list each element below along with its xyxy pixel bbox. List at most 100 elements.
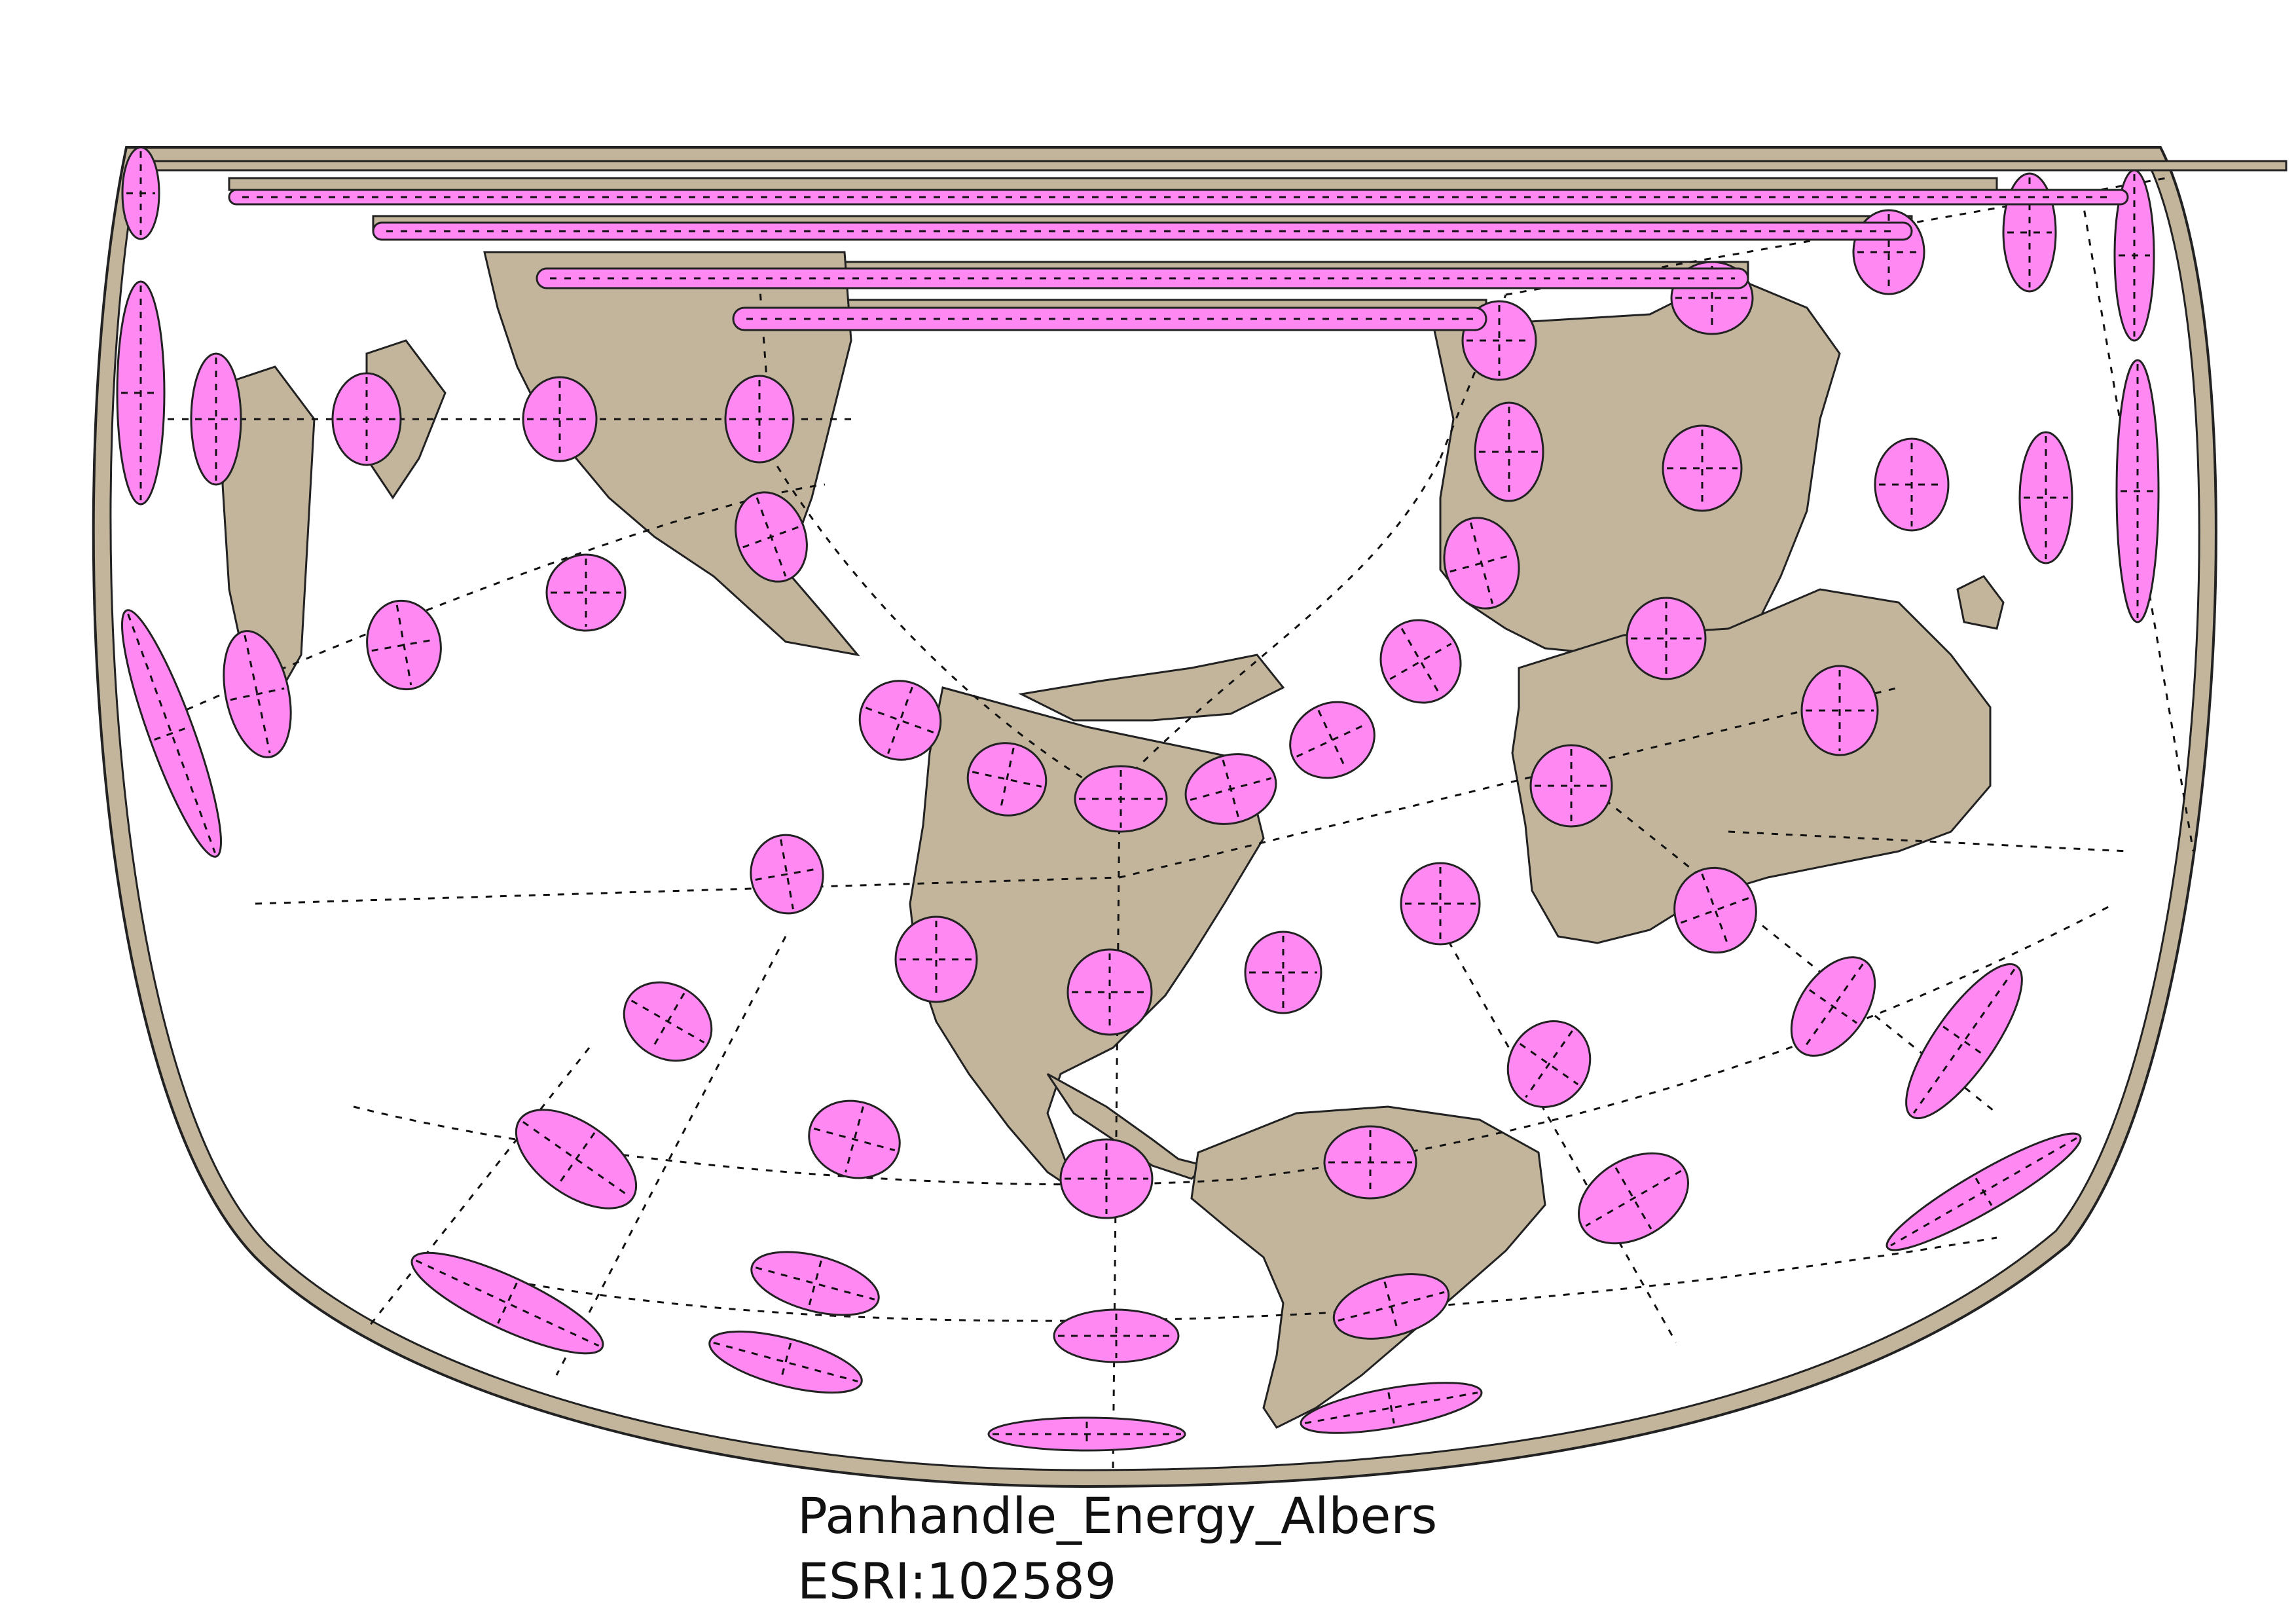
- tissot-ellipse: [1059, 1138, 1154, 1219]
- tissot-ellipse: [1905, 963, 2023, 1120]
- polar-band: [228, 177, 1998, 191]
- ellipse-shape: [1400, 862, 1481, 946]
- ellipse-axis: [999, 747, 1015, 811]
- south-america: [1190, 1105, 1546, 1429]
- madagascar: [1956, 575, 2005, 630]
- ellipse-axis: [1890, 1137, 2077, 1247]
- ellipse-axis: [1317, 710, 1347, 770]
- tissot-ellipse: [2115, 359, 2160, 623]
- ellipse-axis: [650, 992, 685, 1051]
- tissot-ellipse: [1443, 517, 1520, 610]
- tissot-ellipse: [750, 1251, 880, 1316]
- graticule-line: [1426, 903, 1677, 1343]
- tissot-ellipse: [190, 352, 242, 486]
- tissot-ellipse: [1874, 437, 1950, 532]
- ellipse-axis: [127, 614, 216, 853]
- ellipse-shape: [1673, 866, 1757, 954]
- tissot-ellipse: [1074, 765, 1168, 833]
- tissot-ellipse: [522, 376, 598, 462]
- ellipse-axis: [230, 687, 285, 701]
- ellipse-shape: [1662, 424, 1743, 512]
- tissot-ellipse: [1066, 948, 1153, 1036]
- tissot-ellipse: [1886, 1132, 2082, 1251]
- tissot-ellipse: [515, 1109, 638, 1209]
- ellipse-shape: [1066, 948, 1153, 1036]
- tissot-ellipse: [121, 146, 160, 240]
- ellipse-shape: [894, 915, 978, 1003]
- africa: [1511, 588, 1992, 944]
- ellipse-shape: [1905, 963, 2023, 1120]
- ellipse-axis: [1304, 1392, 1478, 1424]
- tissot-ellipse: [750, 834, 824, 915]
- tissot-ellipse: [1673, 866, 1757, 954]
- arctic-islands: [1018, 654, 1285, 722]
- ellipse-axis: [813, 1127, 896, 1152]
- graticule-line: [1571, 771, 1997, 1115]
- ellipse-axis: [1525, 1030, 1573, 1098]
- tissot-ellipse: [1379, 619, 1462, 704]
- tissot-ellipse: [1053, 1308, 1180, 1363]
- ellipse-shape: [1626, 597, 1707, 680]
- projection-code: ESRI:102589: [797, 1552, 1117, 1610]
- ellipse-axis: [972, 771, 1042, 788]
- land-masses: [221, 251, 2005, 1429]
- ellipse-shape: [410, 1251, 604, 1355]
- tissot-ellipse: [223, 630, 292, 758]
- ellipse-shape: [1244, 931, 1322, 1014]
- ellipse-shape: [750, 1251, 880, 1316]
- ellipse-axis: [556, 1132, 596, 1186]
- tissot-ellipse: [858, 680, 942, 761]
- polar-ellipse-band: [372, 221, 1913, 241]
- tissot-ellipse: [966, 742, 1048, 817]
- ellipse-axis: [845, 1106, 864, 1173]
- tissot-ellipse: [1400, 862, 1481, 946]
- tissot-ellipse: [545, 553, 627, 632]
- ellipse-shape: [2018, 431, 2073, 564]
- tissot-ellipse: [116, 280, 166, 506]
- tissot-ellipse: [724, 375, 795, 464]
- tissot-ellipse: [1506, 1020, 1592, 1108]
- graticule-line: [555, 936, 787, 1376]
- ellipse-axis: [808, 1260, 822, 1307]
- tissot-ellipse: [1577, 1152, 1690, 1245]
- graticule-line: [771, 458, 1107, 794]
- tissot-ellipse: [366, 599, 442, 691]
- tissot-ellipse: [1323, 1125, 1417, 1200]
- tissot-ellipse: [808, 1099, 901, 1179]
- tissot-ellipse: [1474, 401, 1544, 502]
- ellipse-shape: [858, 680, 942, 761]
- tissot-ellipse: [1244, 931, 1322, 1014]
- ellipse-axis: [1912, 969, 2016, 1114]
- ellipse-axis: [1222, 760, 1240, 819]
- australia: [221, 365, 316, 703]
- tissot-ellipse: [1529, 744, 1613, 828]
- tissot-ellipse: [987, 1416, 1186, 1452]
- tissot-ellipse: [2018, 431, 2073, 564]
- ellipse-axis: [154, 726, 189, 741]
- tissot-ellipse: [1800, 665, 1879, 756]
- ellipse-axis: [1614, 1167, 1652, 1230]
- tissot-ellipse: [1300, 1382, 1483, 1434]
- tissot-ellipse: [735, 491, 808, 583]
- ellipse-axis: [1469, 522, 1494, 604]
- tissot-ellipse: [894, 915, 978, 1003]
- ellipse-axis: [522, 1120, 630, 1198]
- tissot-ellipse: [1184, 753, 1277, 825]
- tissot-ellipse: [1289, 701, 1376, 779]
- ellipse-shape: [545, 553, 627, 632]
- tissot-ellipse: [410, 1251, 604, 1355]
- ellipse-axis: [1809, 989, 1857, 1024]
- tissot-ellipse: [1332, 1273, 1450, 1340]
- tissot-indicatrices: [116, 146, 2160, 1452]
- tissot-ellipse: [1790, 956, 1876, 1057]
- ellipse-axis: [1942, 1025, 1986, 1057]
- graticule-line: [1728, 830, 2128, 853]
- projection-name: Panhandle_Energy_Albers: [797, 1486, 1438, 1545]
- map-caption: Panhandle_Energy_Albers ESRI:102589: [797, 1483, 1437, 1614]
- ellipse-axis: [1802, 963, 1864, 1050]
- tissot-ellipse: [2113, 169, 2155, 342]
- tissot-ellipse: [121, 609, 222, 858]
- tissot-ellipse: [1626, 597, 1707, 680]
- tissot-ellipse: [1662, 424, 1743, 512]
